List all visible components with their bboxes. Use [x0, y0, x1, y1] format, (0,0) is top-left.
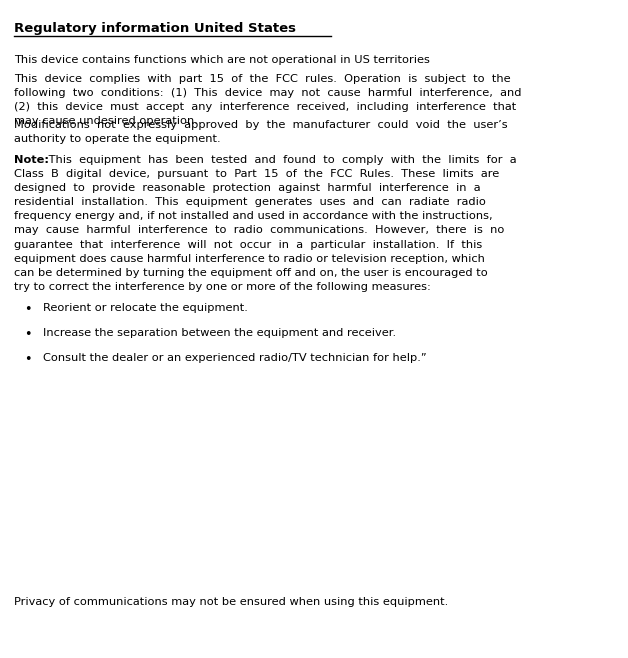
Text: Note:: Note: [14, 155, 49, 164]
Text: Regulatory information United States: Regulatory information United States [14, 22, 296, 35]
Text: This device contains functions which are not operational in US territories: This device contains functions which are… [14, 55, 430, 65]
Text: try to correct the interference by one or more of the following measures:: try to correct the interference by one o… [14, 282, 431, 292]
Text: Privacy of communications may not be ensured when using this equipment.: Privacy of communications may not be ens… [14, 597, 448, 607]
Text: guarantee  that  interference  will  not  occur  in  a  particular  installation: guarantee that interference will not occ… [14, 240, 482, 249]
Text: can be determined by turning the equipment off and on, the user is encouraged to: can be determined by turning the equipme… [14, 268, 487, 278]
Text: Modifications  not  expressly  approved  by  the  manufacturer  could  void  the: Modifications not expressly approved by … [14, 120, 507, 130]
Text: (2)  this  device  must  accept  any  interference  received,  including  interf: (2) this device must accept any interfer… [14, 102, 516, 112]
Text: frequency energy and, if not installed and used in accordance with the instructi: frequency energy and, if not installed a… [14, 211, 492, 221]
Text: residential  installation.  This  equipment  generates  uses  and  can  radiate : residential installation. This equipment… [14, 197, 485, 207]
Text: following  two  conditions:  (1)  This  device  may  not  cause  harmful  interf: following two conditions: (1) This devic… [14, 88, 521, 98]
Text: Reorient or relocate the equipment.: Reorient or relocate the equipment. [43, 303, 247, 313]
Text: •: • [24, 303, 32, 316]
Text: Consult the dealer or an experienced radio/TV technician for help.”: Consult the dealer or an experienced rad… [43, 353, 426, 363]
Text: This  equipment  has  been  tested  and  found  to  comply  with  the  limits  f: This equipment has been tested and found… [45, 155, 517, 164]
Text: •: • [24, 353, 32, 366]
Text: Increase the separation between the equipment and receiver.: Increase the separation between the equi… [43, 328, 396, 338]
Text: Class  B  digital  device,  pursuant  to  Part  15  of  the  FCC  Rules.  These : Class B digital device, pursuant to Part… [14, 168, 499, 179]
Text: •: • [24, 328, 32, 341]
Text: This  device  complies  with  part  15  of  the  FCC  rules.  Operation  is  sub: This device complies with part 15 of the… [14, 74, 511, 84]
Text: equipment does cause harmful interference to radio or television reception, whic: equipment does cause harmful interferenc… [14, 253, 485, 264]
Text: may cause undesired operation.: may cause undesired operation. [14, 116, 198, 126]
Text: may  cause  harmful  interference  to  radio  communications.  However,  there  : may cause harmful interference to radio … [14, 225, 504, 236]
Text: authority to operate the equipment.: authority to operate the equipment. [14, 134, 220, 144]
Text: designed  to  provide  reasonable  protection  against  harmful  interference  i: designed to provide reasonable protectio… [14, 183, 480, 193]
